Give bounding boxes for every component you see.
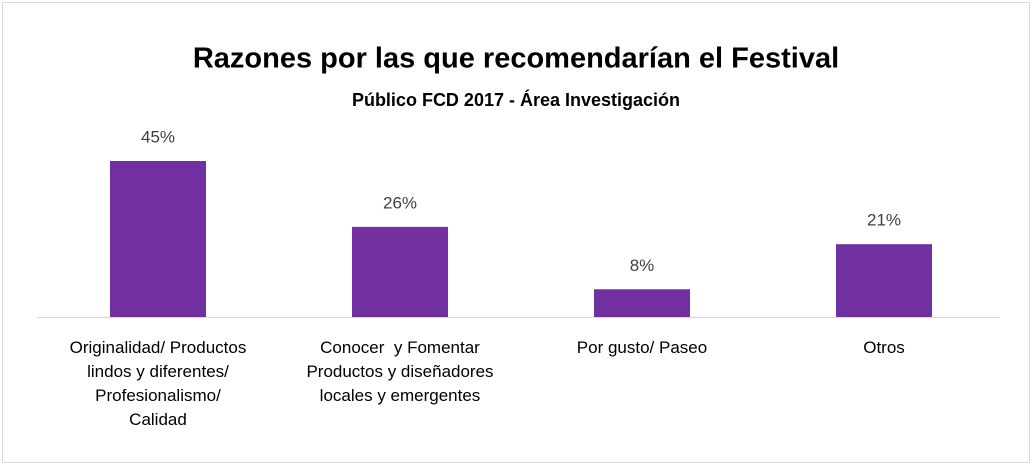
x-tick-label: Por gusto/ Paseo — [576, 338, 708, 357]
value-label: 21% — [867, 211, 901, 230]
bar — [836, 244, 932, 317]
chart-subtitle: Público FCD 2017 - Área Investigación — [352, 89, 680, 110]
bar — [110, 161, 206, 317]
x-tick-label: Originalidad/ Productos lindos y diferen… — [69, 338, 247, 429]
bar — [594, 289, 690, 317]
chart-title: Razones por las que recomendarían el Fes… — [193, 43, 839, 75]
value-label: 26% — [383, 193, 417, 212]
bar — [352, 226, 448, 317]
x-tick-label: Conocer y Fomentar Productos y diseñador… — [306, 338, 494, 405]
value-label: 45% — [141, 127, 175, 146]
value-label: 8% — [630, 256, 655, 275]
x-tick-label: Otros — [863, 338, 905, 357]
